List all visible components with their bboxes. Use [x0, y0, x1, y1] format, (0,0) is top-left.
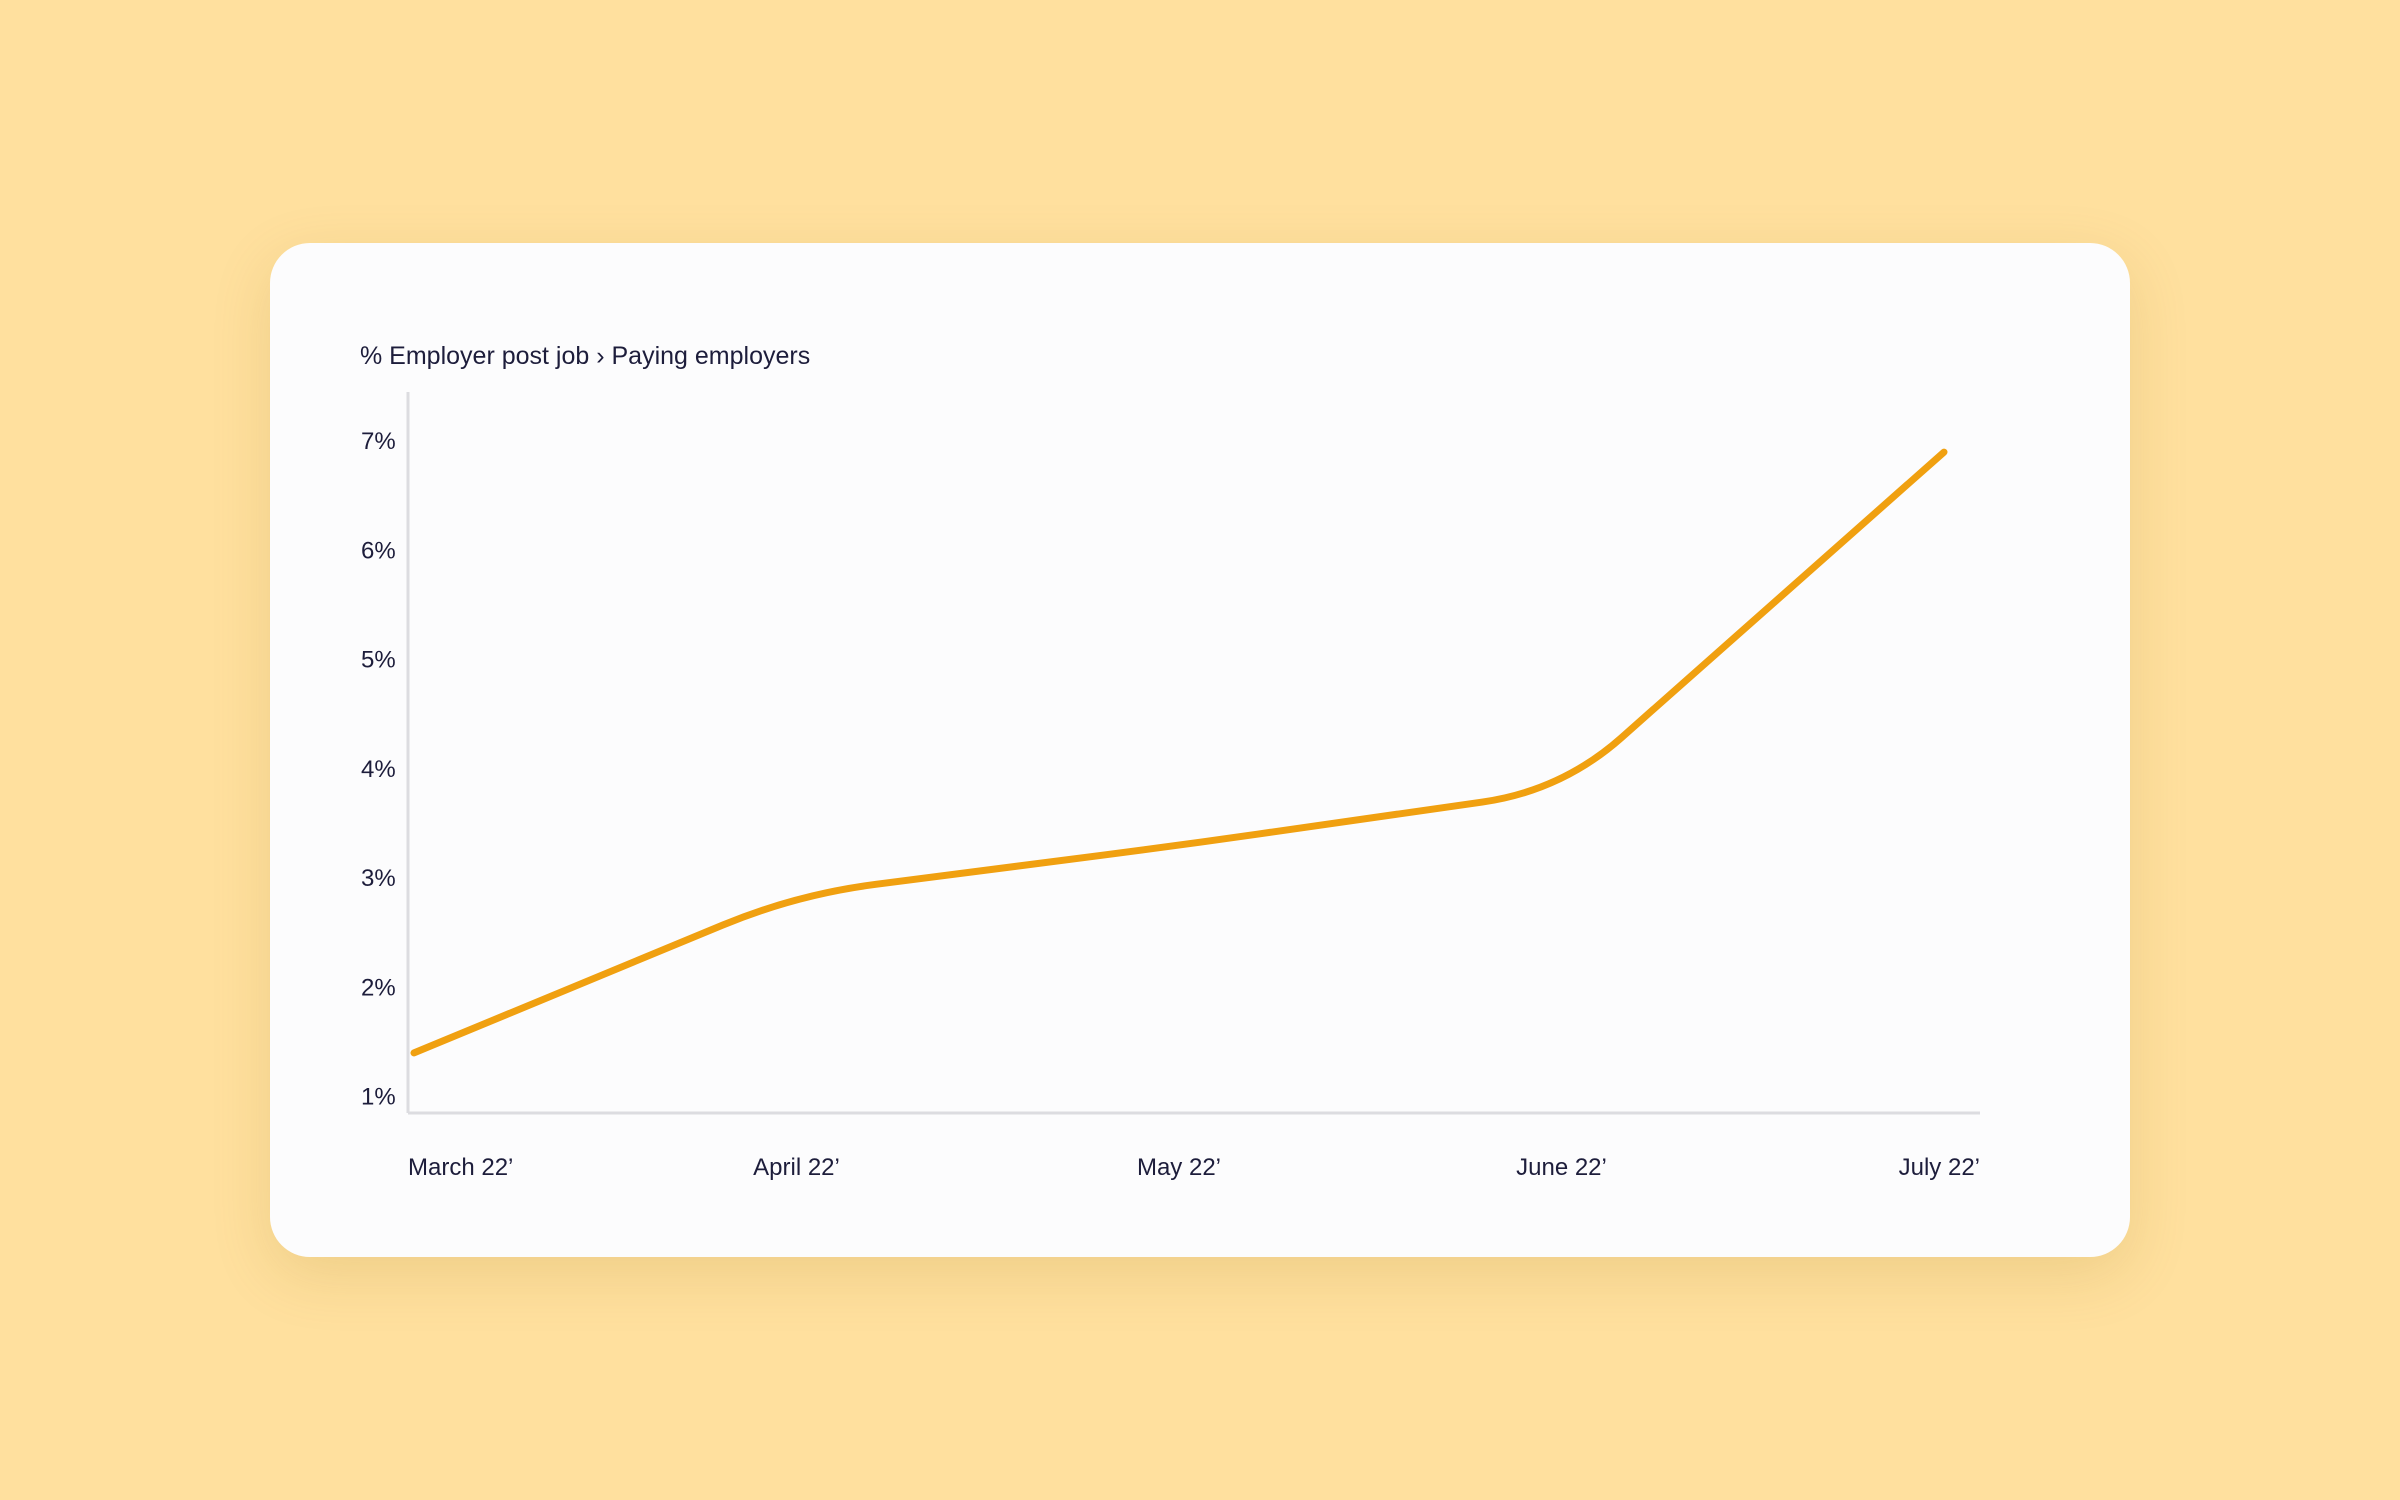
x-tick-label: March 22’	[408, 1154, 513, 1181]
x-tick-label: May 22’	[1137, 1154, 1221, 1181]
y-tick-labels: 1% 2% 3% 4% 5% 6% 7%	[361, 428, 396, 1110]
x-tick-label: April 22’	[753, 1154, 840, 1181]
x-tick-labels: March 22’ April 22’ May 22’ June 22’ July 22…	[408, 1154, 1980, 1181]
series-line	[410, 448, 1948, 1057]
y-tick-label: 7%	[361, 428, 396, 455]
x-tick-label: July 22’	[1899, 1154, 1980, 1181]
y-tick-label: 4%	[361, 756, 396, 783]
chart-axes	[406, 392, 1980, 1115]
y-tick-label: 6%	[361, 537, 396, 564]
x-tick-label: June 22’	[1516, 1154, 1607, 1181]
chart-title: % Employer post job › Paying employers	[360, 342, 811, 370]
y-tick-label: 3%	[361, 865, 396, 892]
y-tick-label: 1%	[361, 1084, 396, 1111]
y-tick-label: 2%	[361, 974, 396, 1001]
y-tick-label: 5%	[361, 647, 396, 674]
chart-card	[270, 243, 2130, 1257]
